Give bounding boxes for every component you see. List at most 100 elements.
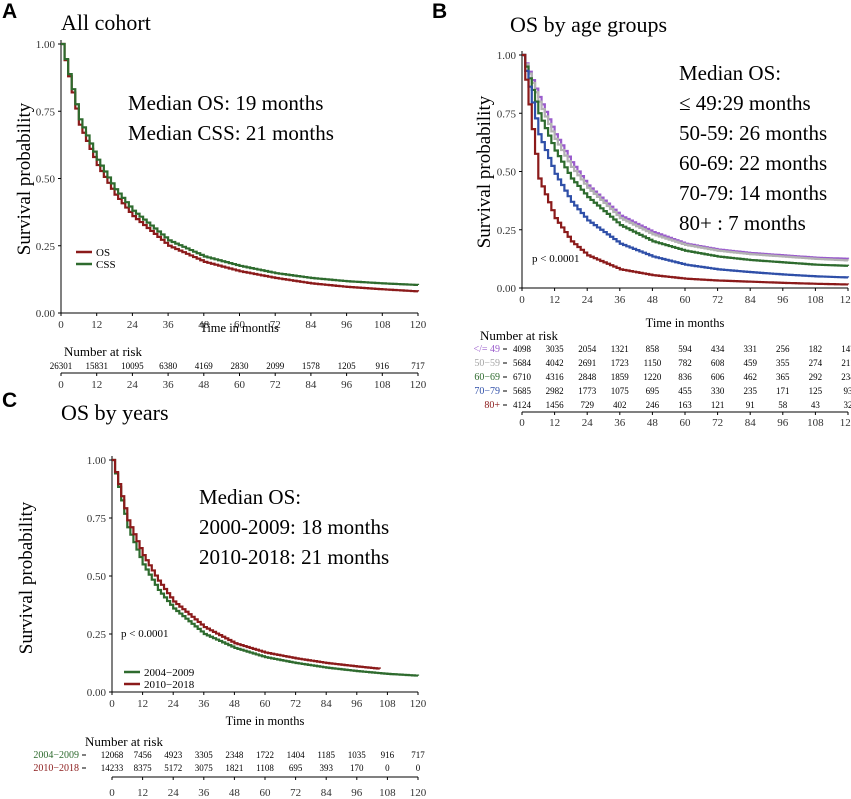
risk-count: 717: [411, 750, 425, 760]
risk-count: 2099: [266, 361, 285, 371]
risk-count: 7456: [134, 750, 153, 760]
survival-curves: [112, 458, 420, 677]
y-tick-label: 0.50: [497, 167, 517, 179]
risk-count: 1821: [225, 763, 243, 773]
y-axis-title: Survival probability: [16, 501, 37, 654]
risk-count: 717: [411, 361, 425, 371]
risk-axis-tick-label: 120: [840, 417, 851, 429]
risk-axis-tick-label: 96: [351, 787, 363, 799]
y-tick-label: 0.00: [87, 687, 107, 699]
legend-label: 2010−2018: [144, 679, 195, 691]
x-tick-label: 120: [410, 319, 427, 331]
risk-count: 274: [809, 358, 823, 368]
risk-count: 1723: [611, 358, 630, 368]
x-tick-label: 36: [198, 698, 210, 710]
x-tick-label: 12: [91, 319, 102, 331]
x-tick-label: 60: [260, 698, 272, 710]
x-tick-label: 108: [379, 698, 396, 710]
survival-curve-2: [522, 53, 850, 262]
risk-count: 171: [776, 386, 790, 396]
survival-curve-3: [522, 53, 850, 267]
survival-curve-4: [522, 53, 850, 279]
risk-axis-tick-label: 96: [341, 379, 353, 391]
median-annotation: 2010-2018: 21 months: [199, 545, 389, 569]
risk-axis-tick-label: 0: [109, 787, 115, 799]
risk-count: 121: [711, 400, 725, 410]
panel-letter: C: [2, 389, 17, 412]
risk-count: 14233: [101, 763, 124, 773]
risk-count: 455: [678, 386, 692, 396]
panel-letter: A: [2, 0, 17, 23]
risk-count: 15831: [85, 361, 108, 371]
median-annotation: Median OS:: [199, 485, 301, 509]
risk-table-header: Number at risk: [85, 734, 163, 749]
risk-count: 2348: [225, 750, 244, 760]
risk-count: 4042: [546, 358, 564, 368]
x-tick-label: 12: [549, 294, 560, 306]
risk-count: 4316: [546, 372, 565, 382]
p-value: p < 0.0001: [121, 628, 168, 640]
risk-count: 2054: [578, 344, 597, 354]
y-tick-label: 0.50: [36, 174, 56, 186]
y-tick-label: 0.00: [36, 308, 56, 320]
risk-count: 1722: [256, 750, 274, 760]
x-tick-label: 24: [168, 698, 180, 710]
risk-count: 594: [678, 344, 692, 354]
risk-axis-tick-label: 72: [270, 379, 281, 391]
risk-count: 2982: [546, 386, 564, 396]
risk-count: 695: [289, 763, 303, 773]
risk-count: 5684: [513, 358, 532, 368]
x-tick-label: 84: [305, 319, 317, 331]
risk-axis-tick-label: 12: [549, 417, 560, 429]
x-tick-label: 108: [807, 294, 824, 306]
risk-count: 125: [809, 386, 823, 396]
risk-axis-tick-label: 36: [198, 787, 210, 799]
risk-axis-tick-label: 84: [305, 379, 317, 391]
y-axis-title: Survival probability: [474, 95, 495, 248]
median-annotation: 80+ : 7 months: [679, 211, 806, 235]
risk-count: 246: [646, 400, 660, 410]
y-tick-label: 1.00: [36, 39, 56, 51]
y-tick-label: 0.25: [87, 629, 107, 641]
risk-count: 695: [646, 386, 660, 396]
x-tick-label: 36: [163, 319, 175, 331]
risk-row-label: 50−59: [474, 358, 500, 369]
risk-count: 26301: [50, 361, 73, 371]
risk-count: 782: [678, 358, 692, 368]
panel-a: A All cohort 0.00 0.25 0.50 0.75 1.00 0 12 24 36 48…: [2, 0, 427, 391]
x-tick-label: 96: [351, 698, 363, 710]
risk-axis-tick-label: 108: [379, 787, 396, 799]
panel-letter: B: [432, 0, 447, 23]
risk-count: 256: [776, 344, 790, 354]
risk-count: 1150: [644, 358, 662, 368]
risk-count: 1220: [643, 372, 662, 382]
risk-table-header: Number at risk: [64, 344, 142, 359]
risk-row-label: 2004−2009: [33, 750, 79, 761]
risk-count: 3035: [546, 344, 565, 354]
risk-axis-tick-label: 0: [519, 417, 525, 429]
y-tick-label: 0.75: [497, 108, 517, 120]
risk-count: 1035: [348, 750, 367, 760]
risk-count: 1108: [256, 763, 274, 773]
panel-b: B OS by age groups 0.00 0.25 0.50 0.75 1.00 0 12…: [432, 0, 851, 429]
x-tick-label: 60: [234, 319, 246, 331]
risk-count: 8375: [134, 763, 153, 773]
risk-count: 234: [841, 372, 851, 382]
median-annotation: 70-79: 14 months: [679, 181, 827, 205]
risk-count: 91: [746, 400, 755, 410]
x-tick-label: 36: [614, 294, 626, 306]
risk-count: 3075: [195, 763, 214, 773]
risk-row-label: 2010−2018: [33, 763, 79, 774]
risk-axis-tick-label: 60: [260, 787, 272, 799]
median-annotation: Median OS: 19 months: [128, 91, 323, 115]
risk-count: 4124: [513, 400, 532, 410]
risk-count: 434: [711, 344, 725, 354]
panel-title: All cohort: [61, 10, 151, 35]
risk-count: 211: [841, 358, 851, 368]
y-tick-label: 1.00: [497, 50, 517, 62]
risk-count: 1321: [611, 344, 629, 354]
x-tick-label: 96: [341, 319, 353, 331]
